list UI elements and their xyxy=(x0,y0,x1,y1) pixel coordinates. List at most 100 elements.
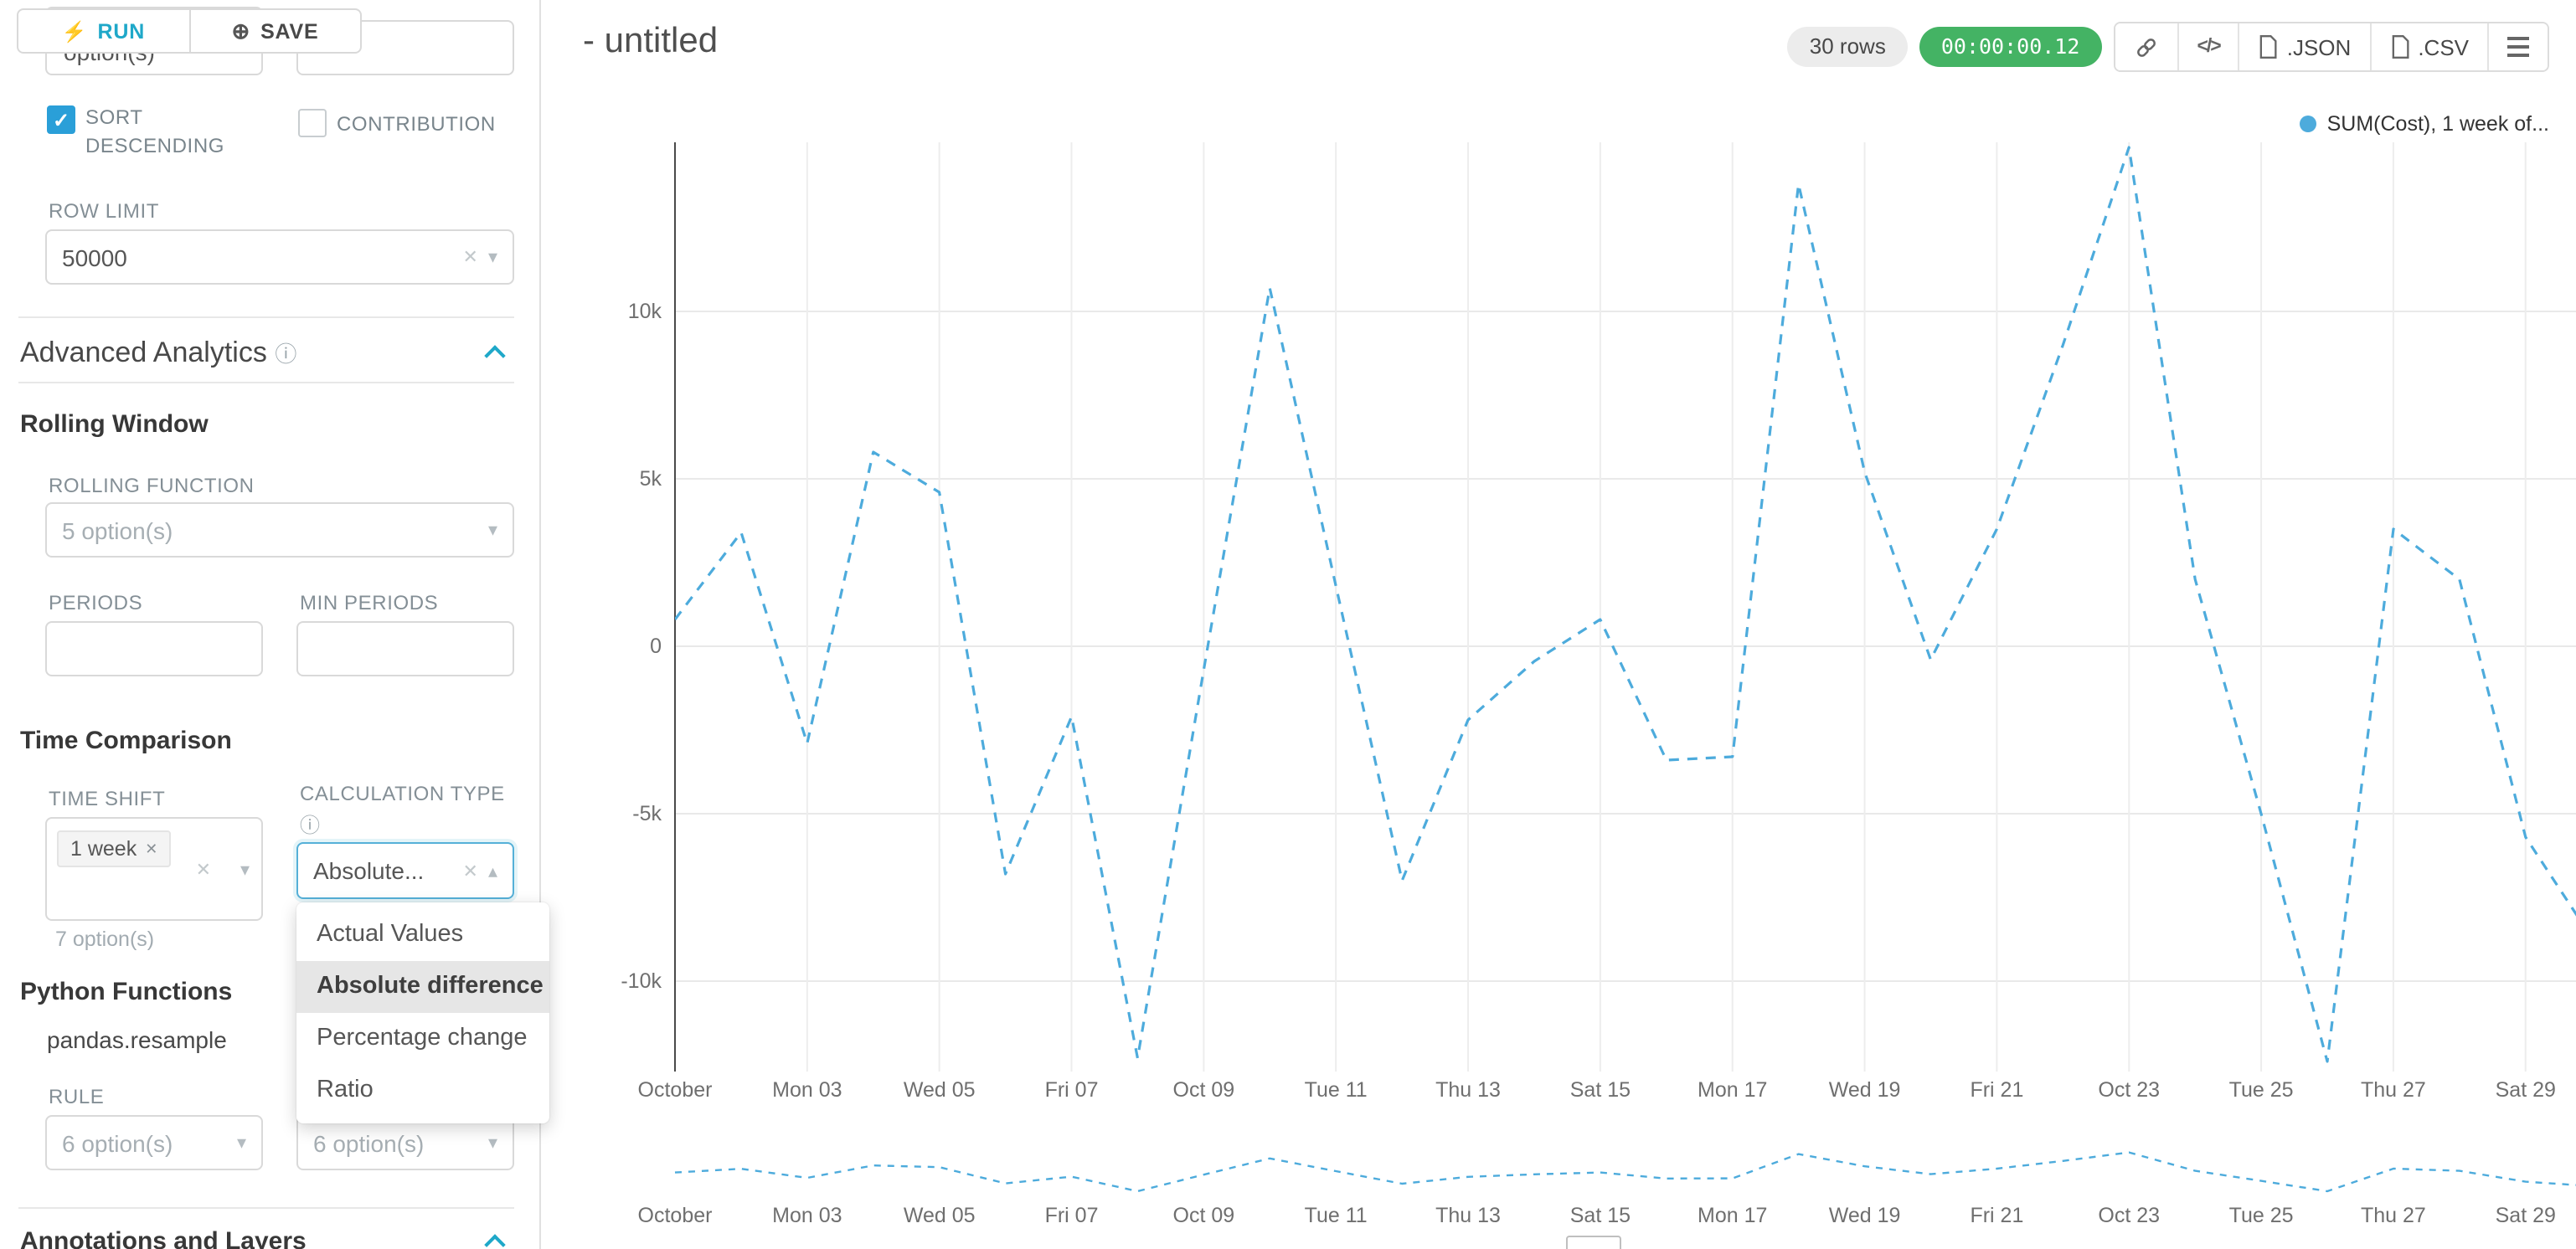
row-limit-select[interactable]: 50000 ✕ ▾ xyxy=(45,229,514,285)
advanced-analytics-title: Advanced Analytics xyxy=(20,337,267,368)
row-limit-label: ROW LIMIT xyxy=(49,199,160,223)
chevron-down-icon: ▾ xyxy=(487,521,497,541)
pandas-resample-label: pandas.resample xyxy=(47,1026,227,1053)
sort-descending-checkbox[interactable]: ✓ xyxy=(47,105,75,134)
svg-text:Fri 21: Fri 21 xyxy=(1970,1204,2023,1227)
chart-menu-button[interactable] xyxy=(2487,23,2548,70)
time-shift-tag: 1 week ✕ xyxy=(57,830,172,867)
svg-text:Fri 07: Fri 07 xyxy=(1045,1078,1099,1102)
svg-text:Mon 03: Mon 03 xyxy=(772,1204,842,1227)
info-icon: ⓘ xyxy=(275,342,297,367)
legend-dot-icon xyxy=(2300,116,2317,132)
copy-link-button[interactable] xyxy=(2115,23,2177,70)
periods-input[interactable] xyxy=(45,621,263,676)
row-limit-value: 50000 xyxy=(62,244,127,270)
contribution-label: CONTRIBUTION xyxy=(337,112,496,136)
svg-text:Tue 25: Tue 25 xyxy=(2229,1078,2294,1102)
save-label: SAVE xyxy=(260,19,319,43)
divider xyxy=(18,316,514,318)
rolling-function-select[interactable]: 5 option(s) ▾ xyxy=(45,502,514,558)
svg-text:Thu 13: Thu 13 xyxy=(1435,1078,1501,1102)
calculation-type-option[interactable]: Ratio xyxy=(317,1077,374,1103)
svg-text:Tue 25: Tue 25 xyxy=(2229,1204,2294,1227)
svg-text:10k: 10k xyxy=(628,300,662,323)
periods-label: PERIODS xyxy=(49,591,143,614)
svg-text:-10k: -10k xyxy=(621,969,662,993)
svg-text:Tue 11: Tue 11 xyxy=(1305,1204,1368,1227)
remove-tag-icon[interactable]: ✕ xyxy=(145,840,158,856)
svg-text:Oct 23: Oct 23 xyxy=(2098,1204,2160,1227)
svg-text:Mon 03: Mon 03 xyxy=(772,1078,842,1102)
embed-code-button[interactable]: </> xyxy=(2177,23,2239,70)
svg-text:Oct 09: Oct 09 xyxy=(1173,1078,1235,1102)
clear-icon[interactable]: ✕ xyxy=(195,861,211,881)
contribution-checkbox[interactable] xyxy=(298,109,327,137)
chevron-down-icon: ▾ xyxy=(240,861,250,881)
export-json-button[interactable]: .JSON xyxy=(2238,23,2370,70)
time-shift-label: TIME SHIFT xyxy=(49,787,166,810)
json-label: .JSON xyxy=(2286,34,2352,59)
svg-text:Fri 07: Fri 07 xyxy=(1045,1204,1099,1227)
run-label: RUN xyxy=(97,19,146,43)
calculation-type-select[interactable]: Absolute... ✕ ▴ xyxy=(296,842,514,899)
control-panel: option(s) ⚡ RUN ⊕ SAVE ✓ SORT DESCENDING… xyxy=(0,0,549,1249)
sort-descending-label: SORT DESCENDING xyxy=(85,105,225,157)
divider xyxy=(18,382,514,383)
chevron-up-icon: ▴ xyxy=(487,861,497,881)
export-csv-button[interactable]: .CSV xyxy=(2369,23,2487,70)
collapse-chevron-up-icon[interactable] xyxy=(484,1234,506,1249)
calculation-type-option[interactable]: Actual Values xyxy=(317,921,464,948)
calculation-type-option[interactable]: Percentage change xyxy=(317,1025,528,1051)
annotations-layers-title: Annotations and Layers xyxy=(20,1227,307,1249)
min-periods-input[interactable] xyxy=(296,621,514,676)
svg-text:Wed 05: Wed 05 xyxy=(904,1078,976,1102)
clear-icon[interactable]: ✕ xyxy=(462,248,478,268)
chevron-down-icon: ▾ xyxy=(487,248,497,268)
hamburger-icon xyxy=(2507,37,2529,57)
time-shift-tag-label: 1 week xyxy=(70,837,137,861)
mini-preview-chart[interactable]: October Mon 03 Wed 05 Fri 07 Oct 09 Tue 11 Thu… xyxy=(541,1122,2576,1249)
query-timer-badge: 00:00:00.12 xyxy=(1919,27,2102,67)
rolling-function-placeholder: 5 option(s) xyxy=(62,517,173,543)
clear-icon[interactable]: ✕ xyxy=(462,861,478,881)
legend-label: SUM(Cost), 1 week of... xyxy=(2326,112,2549,136)
svg-text:Sat 29: Sat 29 xyxy=(2496,1204,2556,1227)
time-shift-select[interactable]: 1 week ✕ ✕ ▾ xyxy=(45,817,263,921)
calculation-type-option[interactable]: Absolute difference xyxy=(296,961,549,1013)
python-functions-title: Python Functions xyxy=(20,978,233,1006)
lightning-icon: ⚡ xyxy=(61,19,88,43)
svg-text:Wed 19: Wed 19 xyxy=(1829,1078,1901,1102)
svg-text:Thu 27: Thu 27 xyxy=(2361,1204,2426,1227)
file-icon xyxy=(2391,35,2409,59)
chart-legend[interactable]: SUM(Cost), 1 week of... xyxy=(2300,112,2549,136)
run-save-toolbar: ⚡ RUN ⊕ SAVE xyxy=(17,8,362,54)
divider xyxy=(18,1207,514,1209)
rolling-function-label: ROLLING FUNCTION xyxy=(49,474,255,497)
svg-text:Mon 17: Mon 17 xyxy=(1698,1204,1767,1227)
rule-label: RULE xyxy=(49,1085,105,1108)
chart-header-controls: 30 rows 00:00:00.12 </> xyxy=(1787,22,2549,72)
svg-text:Oct 09: Oct 09 xyxy=(1173,1204,1235,1227)
svg-text:Thu 27: Thu 27 xyxy=(2361,1078,2426,1102)
svg-text:Thu 13: Thu 13 xyxy=(1435,1204,1501,1227)
svg-text:October: October xyxy=(638,1078,713,1102)
info-icon: ⓘ xyxy=(300,814,321,837)
svg-text:-5k: -5k xyxy=(632,802,662,825)
plus-circle-icon: ⊕ xyxy=(231,18,251,43)
datazoom-handle[interactable] xyxy=(1566,1236,1621,1249)
svg-text:Sat 15: Sat 15 xyxy=(1570,1204,1631,1227)
chart-title: - untitled xyxy=(583,22,719,60)
csv-label: .CSV xyxy=(2418,34,2469,59)
rule-placeholder-2: 6 option(s) xyxy=(313,1129,425,1156)
save-button[interactable]: ⊕ SAVE xyxy=(190,10,360,52)
file-icon xyxy=(2260,35,2278,59)
svg-text:Sat 29: Sat 29 xyxy=(2496,1078,2556,1102)
rule-select[interactable]: 6 option(s) ▾ xyxy=(45,1115,263,1170)
run-button[interactable]: ⚡ RUN xyxy=(18,10,190,52)
svg-text:Fri 21: Fri 21 xyxy=(1970,1078,2023,1102)
chart-panel: - untitled 30 rows 00:00:00.12 </> xyxy=(541,0,2576,1249)
code-icon: </> xyxy=(2197,37,2221,57)
collapse-chevron-up-icon[interactable] xyxy=(484,345,506,367)
svg-text:Wed 19: Wed 19 xyxy=(1829,1204,1901,1227)
time-shift-hint: 7 option(s) xyxy=(55,928,155,951)
